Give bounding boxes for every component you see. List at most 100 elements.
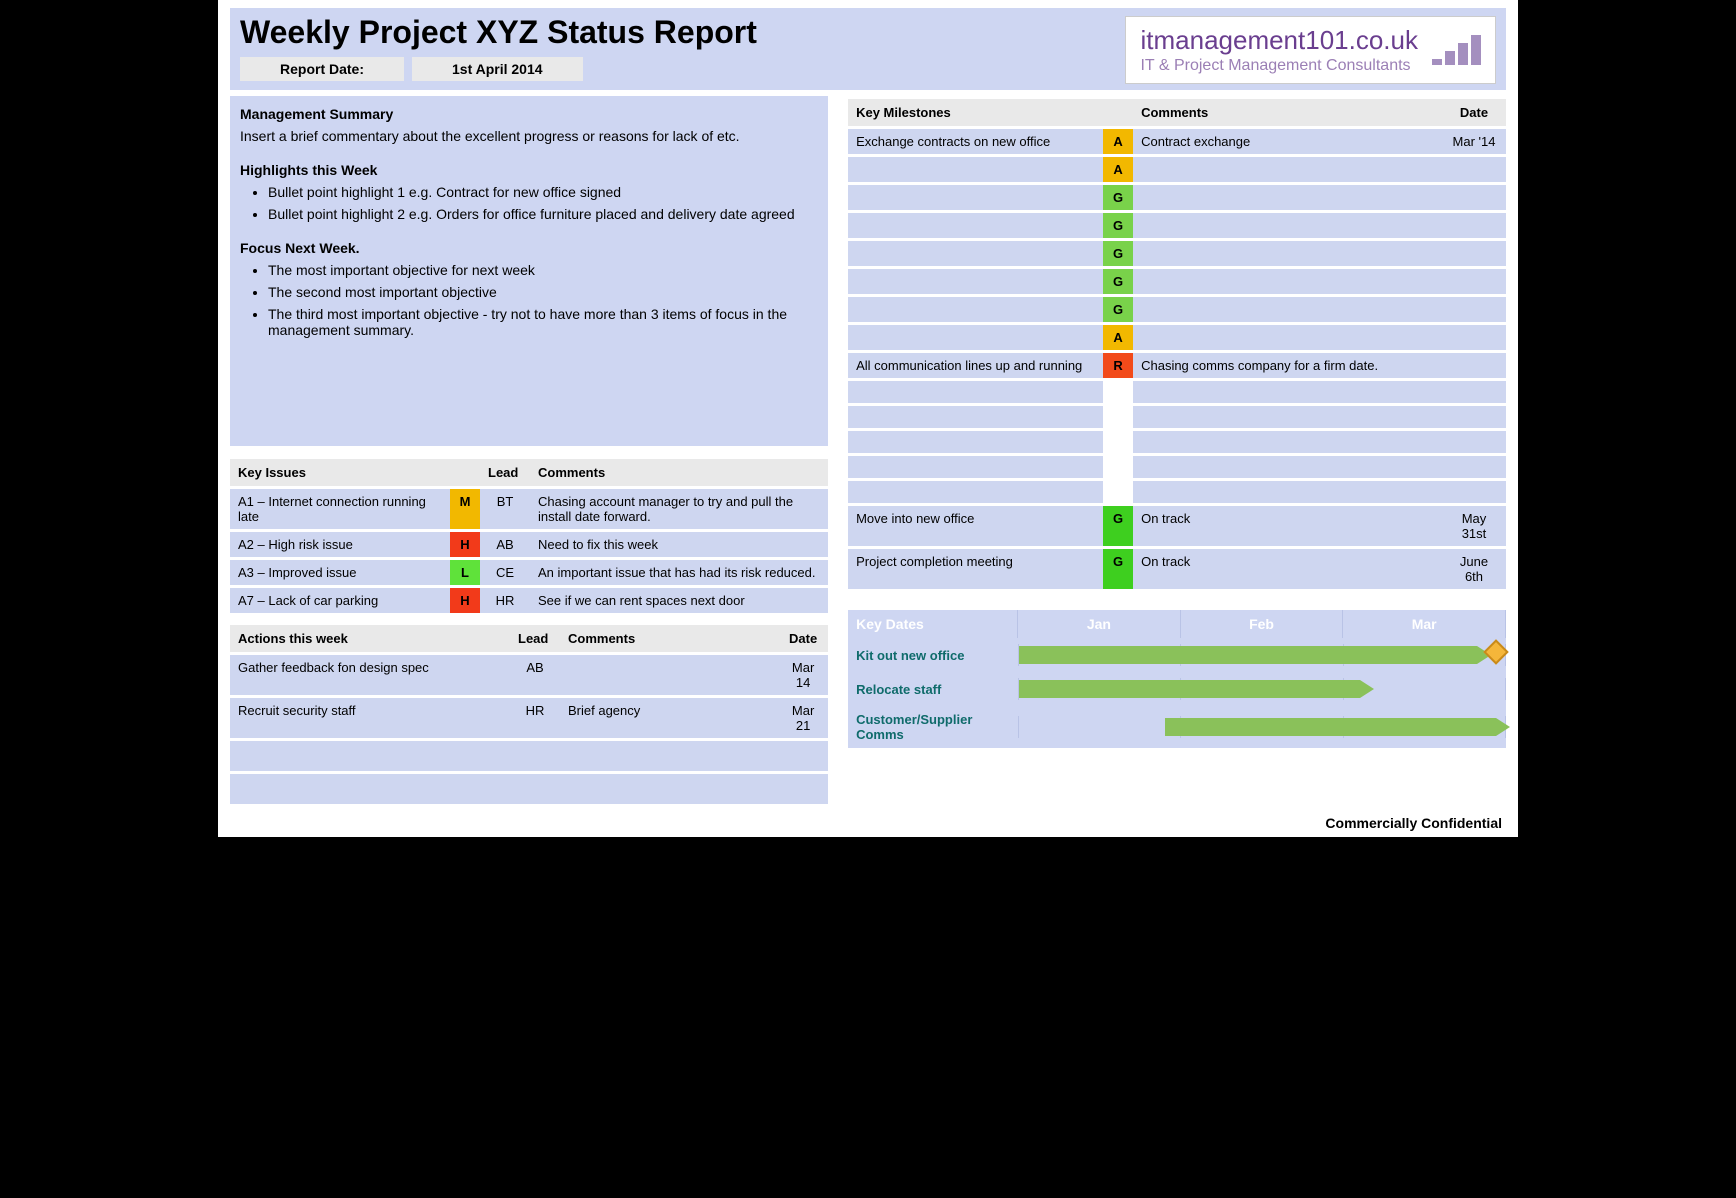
highlight-item: Bullet point highlight 2 e.g. Orders for… — [268, 206, 818, 222]
rag-badge — [1103, 406, 1133, 428]
col-rag — [1103, 99, 1133, 126]
table-row: All communication lines up and runningRC… — [848, 353, 1506, 378]
report-date-label: Report Date: — [240, 57, 404, 81]
rag-badge: G — [1103, 213, 1133, 238]
comments-cell — [1133, 213, 1442, 238]
rag-badge: G — [1103, 185, 1133, 210]
key-issues-table: Key Issues Lead Comments A1 – Internet c… — [230, 456, 828, 616]
milestone-cell: Move into new office — [848, 506, 1103, 546]
comments-cell — [1133, 481, 1442, 503]
logo: itmanagement101.co.uk IT & Project Manag… — [1125, 16, 1496, 84]
milestone-cell — [848, 406, 1103, 428]
milestones-table: Key Milestones Comments Date Exchange co… — [848, 96, 1506, 592]
gantt-header-label: Key Dates — [848, 610, 1018, 638]
date-cell — [1442, 325, 1506, 350]
table-row: Project completion meetingGOn trackJune … — [848, 549, 1506, 589]
rag-badge: A — [1103, 129, 1133, 154]
focus-heading: Focus Next Week. — [240, 240, 818, 256]
issue-cell: A1 – Internet connection running late — [230, 489, 450, 529]
comments-cell — [1133, 456, 1442, 478]
lead-cell: BT — [480, 489, 530, 529]
col-date: Date — [778, 625, 828, 652]
milestone-cell — [848, 456, 1103, 478]
comments-cell: On track — [1133, 506, 1442, 546]
highlights-list: Bullet point highlight 1 e.g. Contract f… — [240, 184, 818, 222]
focus-item: The most important objective for next we… — [268, 262, 818, 278]
comments-cell: See if we can rent spaces next door — [530, 588, 828, 613]
action-cell: Recruit security staff — [230, 698, 480, 738]
milestone-cell — [848, 297, 1103, 322]
comments-cell: Brief agency — [560, 698, 778, 738]
date-cell — [1442, 456, 1506, 478]
comments-cell — [1133, 185, 1442, 210]
comments-cell: An important issue that has had its risk… — [530, 560, 828, 585]
summary-panel: Management Summary Insert a brief commen… — [230, 96, 828, 446]
gantt-header: Key Dates Jan Feb Mar — [848, 610, 1506, 638]
comments-cell — [560, 655, 778, 695]
blank-cell — [480, 698, 510, 738]
rag-badge: G — [1103, 506, 1133, 546]
main-columns: Management Summary Insert a brief commen… — [230, 96, 1506, 807]
milestone-cell — [848, 481, 1103, 503]
comments-cell — [1133, 297, 1442, 322]
left-column: Management Summary Insert a brief commen… — [230, 96, 828, 807]
comments-cell — [1133, 157, 1442, 182]
table-header-row: Actions this week Lead Comments Date — [230, 625, 828, 652]
milestone-cell — [848, 431, 1103, 453]
date-cell — [1442, 185, 1506, 210]
date-cell — [1442, 381, 1506, 403]
comments-cell — [560, 741, 778, 771]
issue-cell: A7 – Lack of car parking — [230, 588, 450, 613]
comments-cell — [1133, 269, 1442, 294]
comments-cell — [1133, 431, 1442, 453]
table-row — [848, 406, 1506, 428]
key-dates-gantt: Key Dates Jan Feb Mar Kit out new office… — [848, 610, 1506, 748]
action-cell — [230, 774, 480, 804]
date-cell — [1442, 431, 1506, 453]
table-row: A3 – Improved issueLCEAn important issue… — [230, 560, 828, 585]
severity-badge: H — [450, 532, 480, 557]
col-comments: Comments — [560, 625, 778, 652]
col-lead: Lead — [480, 459, 530, 486]
arrow-icon — [1360, 680, 1374, 698]
milestone-cell — [848, 241, 1103, 266]
date-cell — [1442, 297, 1506, 322]
table-row: G — [848, 241, 1506, 266]
milestone-cell — [848, 213, 1103, 238]
logo-line1: itmanagement101.co.uk — [1140, 25, 1418, 56]
col-sev — [450, 459, 480, 486]
milestone-cell: All communication lines up and running — [848, 353, 1103, 378]
comments-cell — [1133, 325, 1442, 350]
management-summary-heading: Management Summary — [240, 106, 818, 122]
gantt-bar — [1165, 718, 1496, 736]
gantt-row: Customer/Supplier Comms — [848, 706, 1506, 748]
severity-badge: M — [450, 489, 480, 529]
gantt-month: Mar — [1343, 610, 1506, 638]
comments-cell: Need to fix this week — [530, 532, 828, 557]
table-row — [848, 481, 1506, 503]
lead-cell: CE — [480, 560, 530, 585]
gantt-row: Relocate staff — [848, 672, 1506, 706]
table-row: Recruit security staffHRBrief agencyMar … — [230, 698, 828, 738]
lead-cell: HR — [510, 698, 560, 738]
actions-table: Actions this week Lead Comments Date Gat… — [230, 622, 828, 807]
rag-badge: G — [1103, 549, 1133, 589]
focus-item: The third most important objective - try… — [268, 306, 818, 338]
report-date-value: 1st April 2014 — [412, 57, 583, 81]
header-left: Weekly Project XYZ Status Report Report … — [240, 14, 1125, 81]
logo-text: itmanagement101.co.uk IT & Project Manag… — [1140, 25, 1418, 75]
gantt-track — [1018, 716, 1506, 738]
date-cell — [1442, 353, 1506, 378]
rag-badge — [1103, 456, 1133, 478]
focus-item: The second most important objective — [268, 284, 818, 300]
blank-cell — [480, 655, 510, 695]
gantt-month: Feb — [1181, 610, 1344, 638]
table-row: Move into new officeGOn trackMay 31st — [848, 506, 1506, 546]
action-cell — [230, 741, 480, 771]
table-row: A — [848, 325, 1506, 350]
col-milestone: Key Milestones — [848, 99, 1103, 126]
milestone-cell — [848, 325, 1103, 350]
table-row — [848, 456, 1506, 478]
gantt-row-label: Customer/Supplier Comms — [848, 712, 1018, 742]
table-row: A1 – Internet connection running lateMBT… — [230, 489, 828, 529]
